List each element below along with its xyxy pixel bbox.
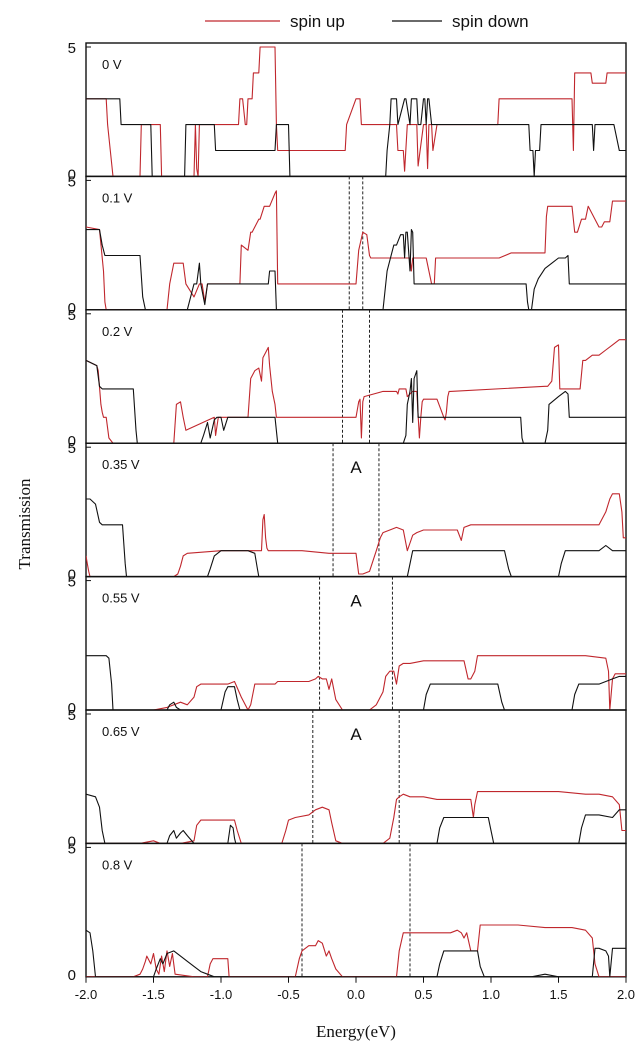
panel-0: 0 5 0 V bbox=[68, 40, 627, 183]
series-line-spin-down bbox=[86, 98, 626, 177]
y-tick-label: 0 bbox=[68, 567, 76, 584]
y-tick-label: 5 bbox=[68, 173, 76, 190]
bias-label: 0.2 V bbox=[102, 324, 133, 339]
panel-annotation: A bbox=[350, 725, 362, 744]
chart-legend: spin up spin down bbox=[205, 12, 529, 31]
y-tick-label: 0 bbox=[68, 166, 76, 183]
x-tick-label: 0.0 bbox=[347, 987, 365, 1002]
x-tick-label: 2.0 bbox=[617, 987, 635, 1002]
x-tick-label: -2.0 bbox=[75, 987, 97, 1002]
series-line-spin-down bbox=[86, 929, 626, 977]
y-tick-label: 0 bbox=[68, 300, 76, 317]
y-axis-title: Transmission bbox=[15, 478, 34, 570]
panel-annotation: A bbox=[350, 592, 362, 611]
panel-frame bbox=[85, 309, 627, 444]
y-tick-label: 5 bbox=[68, 840, 76, 857]
x-tick-label: 1.0 bbox=[482, 987, 500, 1002]
y-tick-label: 0 bbox=[68, 433, 76, 450]
x-tick-label: -1.0 bbox=[210, 987, 232, 1002]
series-line-spin-up bbox=[86, 339, 626, 444]
legend-label-spin-up: spin up bbox=[290, 12, 345, 31]
panel-frame bbox=[85, 842, 627, 978]
y-tick-label: 5 bbox=[68, 707, 76, 724]
y-tick-label: 0 bbox=[68, 967, 76, 984]
series-line-spin-up bbox=[86, 46, 626, 177]
series-line-spin-up bbox=[86, 190, 626, 310]
series-line-spin-up bbox=[86, 791, 626, 844]
y-tick-label: 5 bbox=[68, 440, 76, 457]
legend-label-spin-down: spin down bbox=[452, 12, 529, 31]
bias-label: 0 V bbox=[102, 57, 122, 72]
panel-3: 0 5 0.35 V A bbox=[68, 440, 627, 584]
series-line-spin-up bbox=[86, 655, 626, 710]
series-line-spin-down bbox=[86, 359, 626, 444]
panel-annotation: A bbox=[350, 458, 362, 477]
x-tick-label: -0.5 bbox=[277, 987, 299, 1002]
x-axis: -2.0 -1.5 -1.0 -0.5 0.0 0.5 1.0 1.5 2.0 bbox=[75, 976, 635, 1002]
series-line-spin-up bbox=[86, 493, 626, 577]
series-line-spin-down bbox=[86, 793, 626, 844]
series-line-spin-down bbox=[86, 655, 626, 710]
panel-frame bbox=[85, 42, 627, 178]
panel-1: 0 5 0.1 V bbox=[68, 173, 627, 317]
bias-label: 0.55 V bbox=[102, 591, 140, 606]
x-tick-label: 0.5 bbox=[414, 987, 432, 1002]
x-tick-label: 1.5 bbox=[549, 987, 567, 1002]
y-tick-label: 0 bbox=[68, 700, 76, 717]
panel-5: 0 5 0.65 V A bbox=[68, 707, 627, 850]
bias-label: 0.8 V bbox=[102, 857, 133, 872]
y-tick-label: 5 bbox=[68, 307, 76, 324]
series-line-spin-up bbox=[86, 924, 626, 977]
series-line-spin-down bbox=[86, 498, 626, 577]
bias-label: 0.1 V bbox=[102, 190, 133, 205]
panel-4: 0 5 0.55 V A bbox=[68, 574, 627, 717]
y-tick-label: 5 bbox=[68, 574, 76, 591]
x-tick-label: -1.5 bbox=[142, 987, 164, 1002]
panel-2: 0 5 0.2 V bbox=[68, 307, 627, 450]
bias-label: 0.65 V bbox=[102, 724, 140, 739]
panel-6: 0 5 0.8 V bbox=[68, 840, 627, 984]
bias-label: 0.35 V bbox=[102, 457, 140, 472]
x-axis-title: Energy(eV) bbox=[316, 1022, 396, 1041]
series-line-spin-down bbox=[86, 229, 626, 310]
y-tick-label: 5 bbox=[68, 40, 76, 57]
y-tick-label: 0 bbox=[68, 833, 76, 850]
